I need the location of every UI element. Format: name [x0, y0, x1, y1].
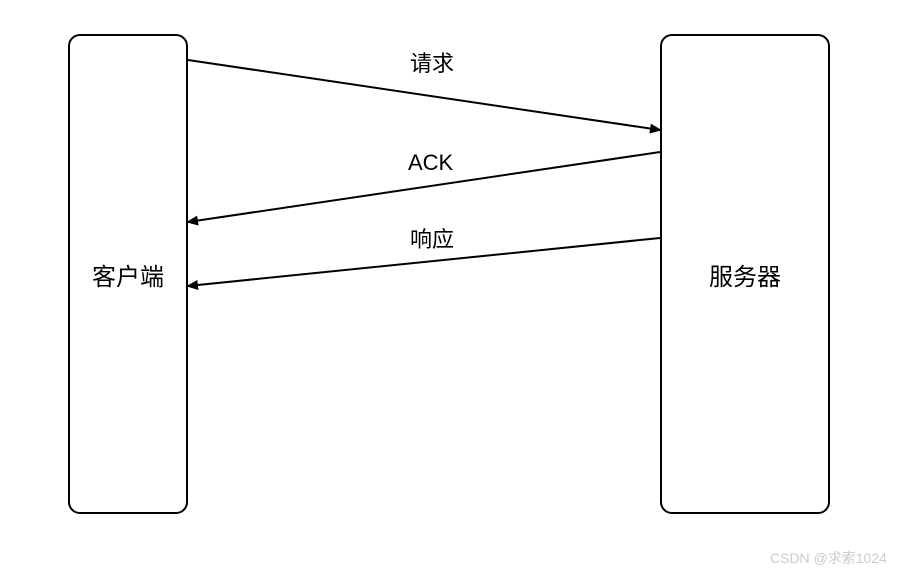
ack-label: ACK — [408, 150, 453, 176]
server-label: 服务器 — [709, 257, 781, 292]
request-label: 请求 — [410, 46, 454, 78]
client-label: 客户端 — [92, 257, 164, 292]
response-label: 响应 — [410, 222, 454, 254]
watermark-text: CSDN @求索1024 — [770, 548, 887, 568]
client-node: 客户端 — [68, 34, 188, 514]
server-node: 服务器 — [660, 34, 830, 514]
